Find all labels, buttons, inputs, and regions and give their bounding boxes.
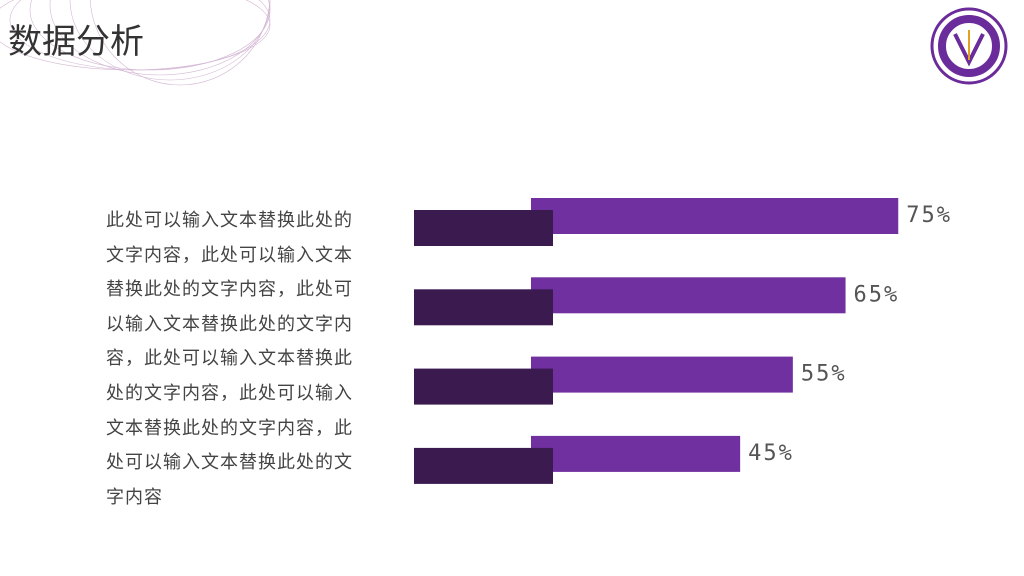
bar-decoration: [414, 447, 553, 484]
value-label: 55%: [801, 362, 847, 387]
title: 数据分析: [8, 22, 144, 62]
bar-decoration: [414, 368, 553, 405]
bar: [531, 435, 741, 472]
bar: [531, 356, 793, 393]
value-label: 75%: [906, 203, 952, 228]
value-label: 65%: [854, 282, 900, 307]
value-label: 45%: [748, 441, 794, 466]
logo: [930, 7, 1008, 85]
bar-decoration: [414, 210, 553, 246]
body-text: 此处可以输入文本替换此处的文字内容，此处可以输入文本替换此处的文字内容，此处可以…: [106, 210, 353, 508]
bar: [531, 198, 899, 234]
decoration: [0, 0, 271, 86]
bar-decoration: [414, 289, 553, 326]
bar: [531, 277, 846, 314]
